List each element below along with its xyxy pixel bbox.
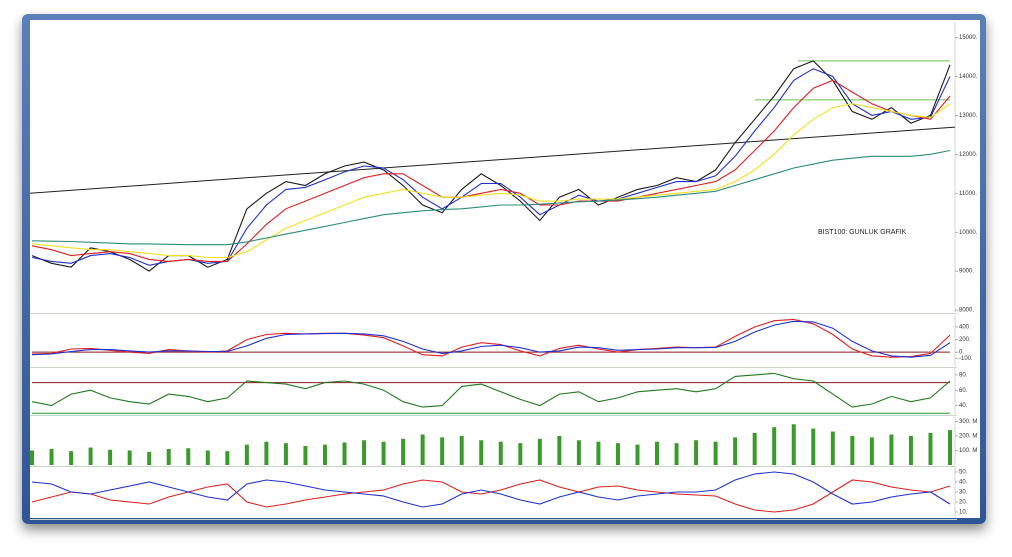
volume-bar: [264, 441, 269, 465]
volume-bar: [303, 446, 308, 465]
y-tick-label: -100.: [959, 356, 973, 362]
volume-bar: [166, 449, 171, 465]
volume-bar: [576, 440, 581, 465]
y-tick-label: 50.: [959, 470, 968, 476]
volume-bar: [791, 424, 796, 465]
volume-bar: [283, 443, 288, 465]
volume-bar: [674, 443, 679, 465]
volume-bar: [88, 447, 93, 465]
y-tick-label: 60.: [959, 388, 968, 394]
chart-area: [30, 20, 980, 518]
volume-bar: [772, 427, 777, 465]
y-tick-label: 30.: [959, 490, 968, 496]
volume-bar: [440, 437, 445, 465]
y-tick-label: 8000.: [959, 308, 974, 314]
volume-bar: [186, 448, 191, 465]
y-tick-label: 200.: [959, 337, 971, 343]
y-tick-label: 9000.: [959, 269, 974, 275]
y-tick-label: 20.: [959, 500, 968, 506]
series-line: [31, 320, 951, 358]
series-line: [31, 79, 951, 262]
volume-bar: [869, 437, 874, 465]
y-tick-label: 0.: [959, 350, 964, 356]
volume-bar: [850, 435, 855, 465]
volume-bar: [342, 442, 347, 465]
series-line: [31, 103, 951, 259]
y-tick-label: 300. M: [959, 419, 977, 425]
y-tick-label: 11000.: [959, 191, 977, 197]
y-tick-label: 15000.: [959, 35, 978, 41]
volume-bar: [459, 435, 464, 465]
volume-bar: [948, 430, 952, 465]
volume-bar: [420, 434, 425, 465]
volume-bar: [479, 440, 484, 465]
volume-bar: [127, 450, 132, 465]
window-frame: [22, 14, 986, 524]
volume-bar: [908, 435, 913, 465]
volume-bar: [830, 431, 835, 465]
volume-bar: [147, 451, 152, 465]
chart-annotation: BIST100: GUNLUK GRAFIK: [818, 229, 907, 236]
y-tick-label: 10000.: [959, 230, 978, 236]
volume-bar: [225, 451, 230, 465]
series-line: [31, 68, 951, 266]
volume-bar: [928, 433, 933, 465]
volume-bar: [733, 437, 738, 465]
volume-bar: [752, 433, 757, 465]
series-line: [31, 149, 951, 246]
series-line: [31, 372, 951, 408]
volume-bar: [596, 441, 601, 465]
y-tick-label: 12000.: [959, 152, 978, 158]
volume-bar: [381, 441, 386, 465]
volume-bar: [498, 441, 503, 465]
y-tick-label: 40.: [959, 480, 968, 486]
volume-bar: [713, 441, 718, 465]
volume-bar: [69, 451, 74, 465]
y-tick-label: 80.: [959, 372, 968, 378]
volume-bar: [655, 441, 660, 465]
y-tick-label: 400.: [959, 325, 971, 331]
y-tick-label: 40.: [959, 403, 968, 409]
y-tick-label: 14000.: [959, 74, 978, 80]
y-tick-label: 100. M: [959, 448, 977, 454]
volume-bar: [30, 450, 34, 465]
volume-bar: [889, 434, 894, 465]
volume-bar: [557, 435, 562, 465]
y-tick-label: 10.: [959, 510, 968, 516]
y-tick-label: 13000.: [959, 113, 978, 119]
volume-bar: [49, 449, 54, 465]
volume-bar: [694, 440, 699, 465]
volume-bar: [537, 438, 542, 465]
series-line: [31, 471, 951, 508]
volume-bar: [244, 444, 249, 465]
volume-bar: [401, 438, 406, 465]
trend-line: [29, 126, 956, 194]
volume-bar: [322, 444, 327, 465]
series-line: [31, 318, 951, 358]
volume-bar: [811, 428, 816, 465]
volume-bar: [205, 450, 210, 465]
volume-bar: [362, 440, 367, 465]
volume-bar: [615, 443, 620, 465]
volume-bar: [635, 444, 640, 465]
volume-bar: [108, 449, 113, 465]
volume-bar: [518, 443, 523, 465]
y-tick-label: 200. M: [959, 433, 977, 439]
series-line: [31, 479, 951, 513]
series-line: [31, 60, 951, 272]
